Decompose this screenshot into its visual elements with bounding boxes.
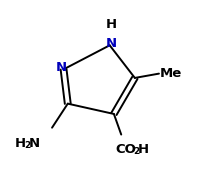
Text: H: H [14,138,26,151]
Text: N: N [29,138,40,151]
Text: CO: CO [115,143,136,157]
Text: N: N [106,37,117,50]
Text: 2: 2 [24,141,30,150]
Text: 2: 2 [133,147,139,156]
Text: Me: Me [160,67,182,80]
Text: H: H [106,18,117,31]
Text: H: H [138,143,149,157]
Text: N: N [56,61,67,74]
